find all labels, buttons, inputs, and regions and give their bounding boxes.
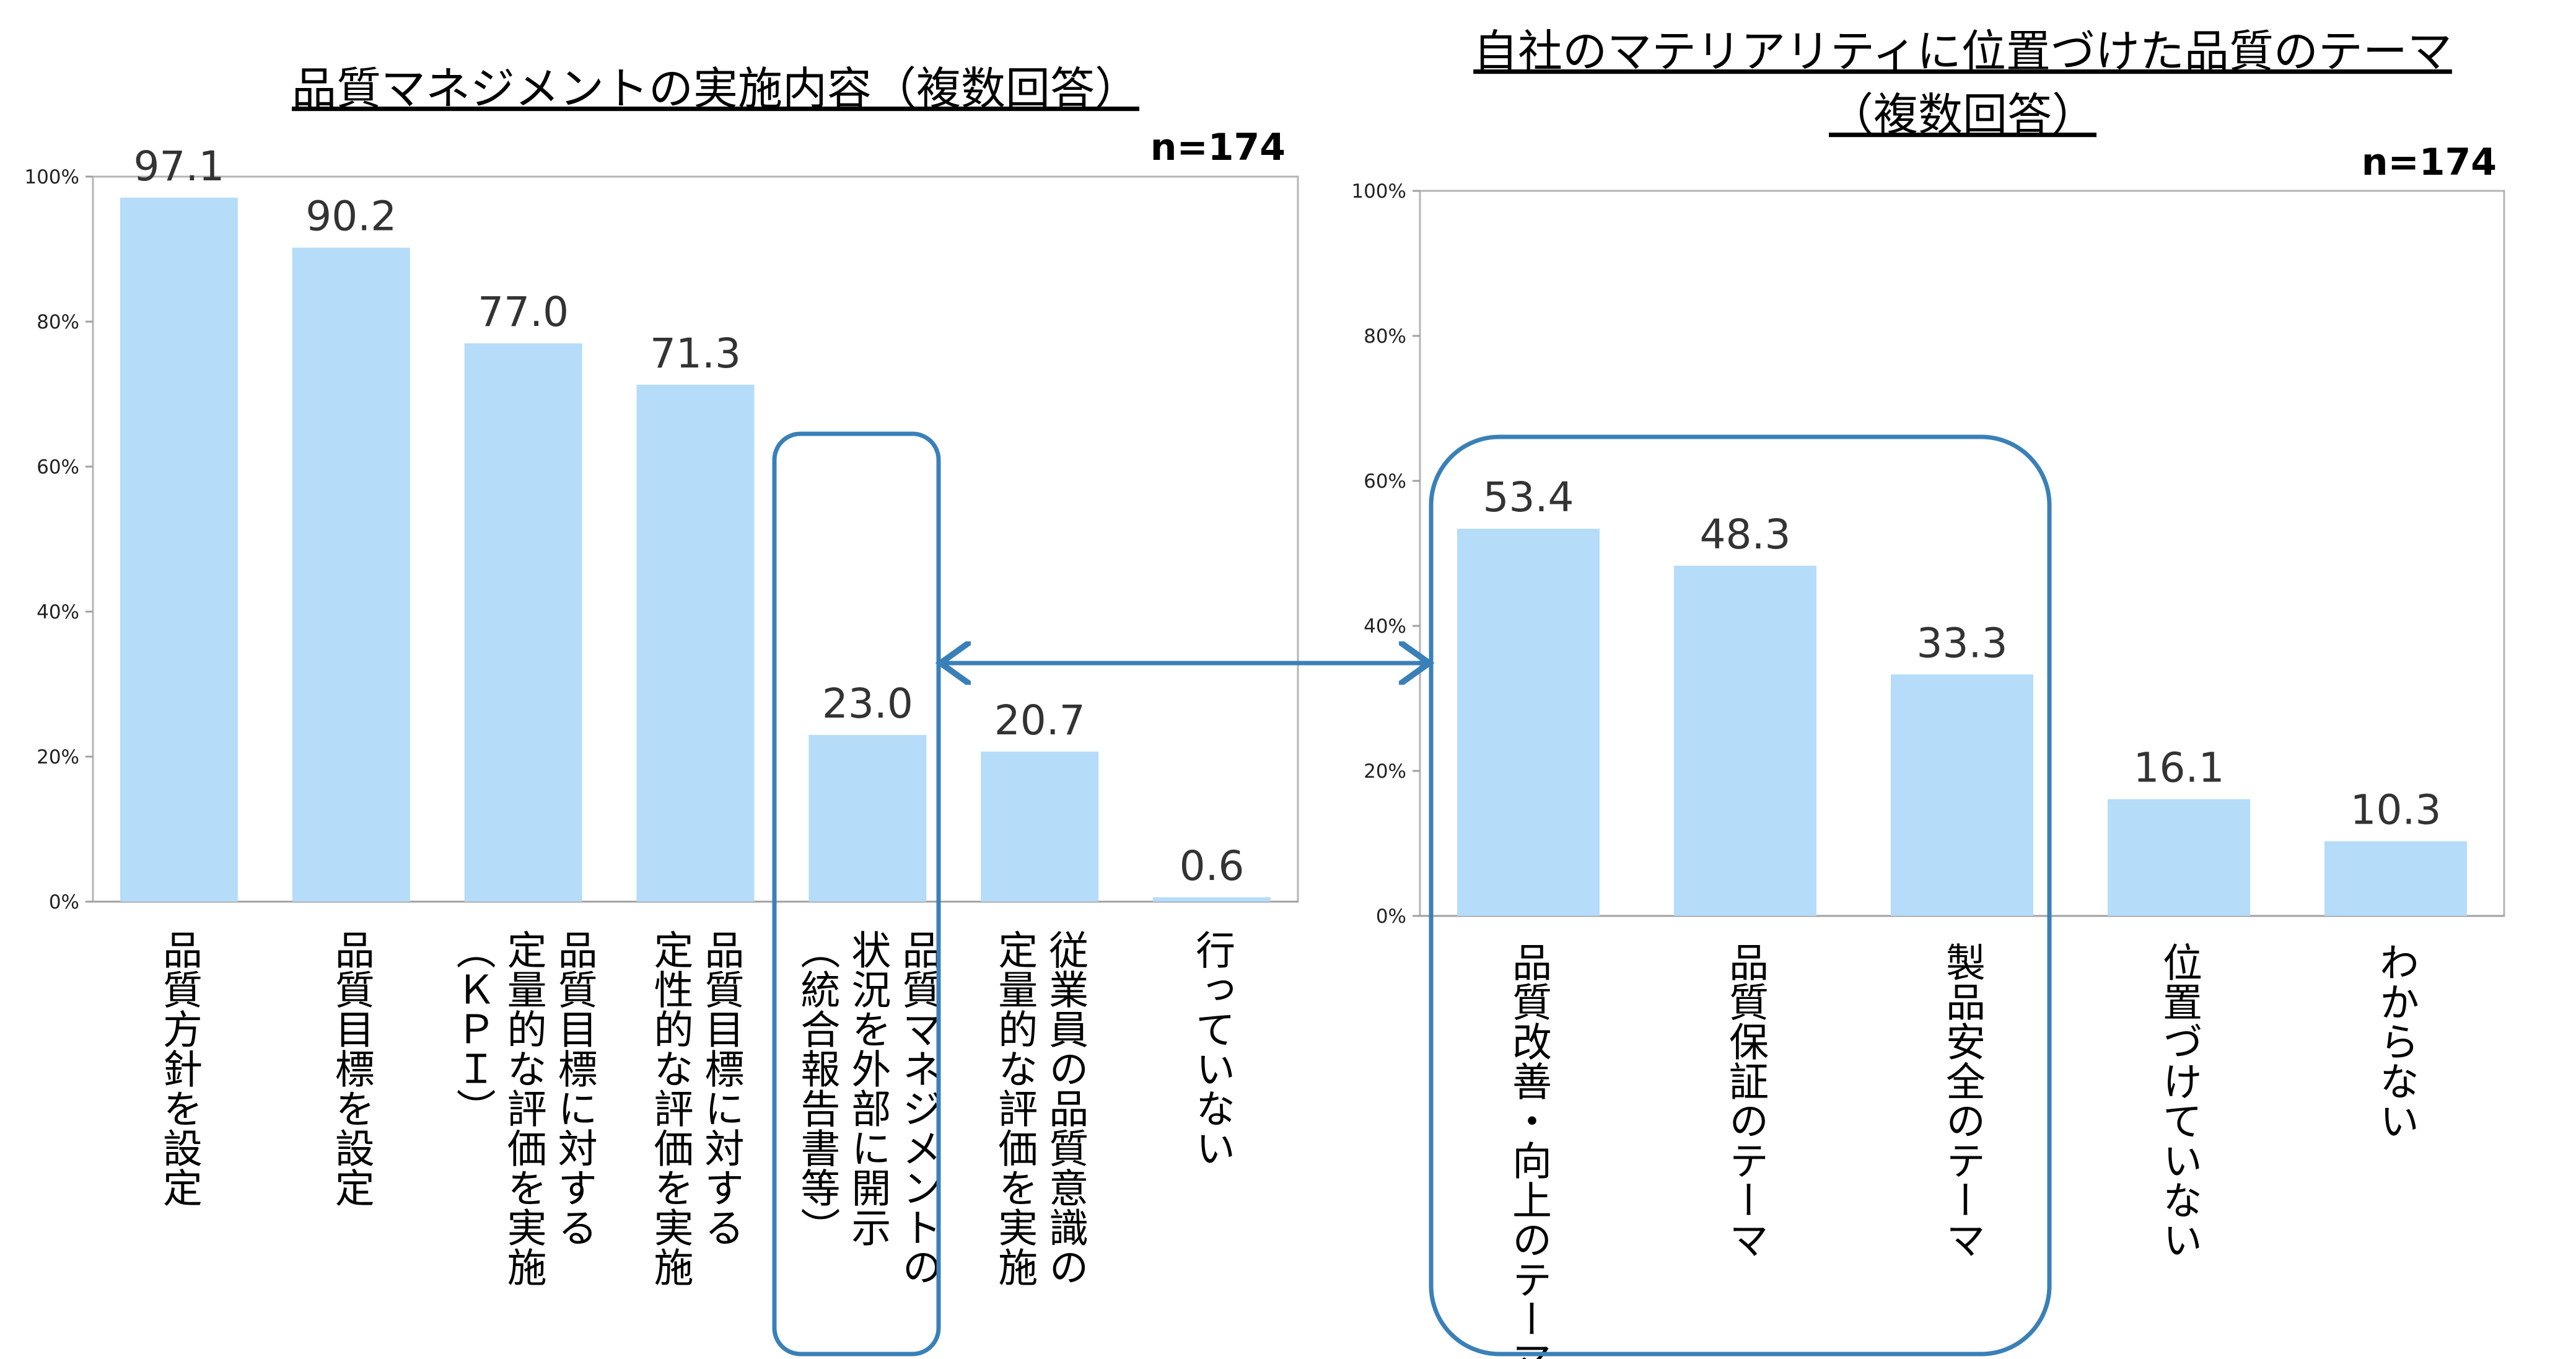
left-bar xyxy=(120,197,238,902)
right-bar-value-label: 16.1 xyxy=(2134,744,2225,792)
right-bar xyxy=(2324,841,2467,916)
left-bar-value-label: 20.7 xyxy=(994,697,1085,744)
left-y-tick-label: 40% xyxy=(37,601,79,623)
right-y-tick-label: 40% xyxy=(1364,615,1406,638)
left-category-label: 状況を外部に開示 xyxy=(844,930,890,1247)
right-chart-title-line1: 自社のマテリアリティに位置づけた品質のテーマ xyxy=(1473,25,2452,77)
right-category-label: 製品安全のテーマ xyxy=(1939,942,1985,1259)
left-y-tick-label: 20% xyxy=(37,746,79,768)
right-bar-value-label: 33.3 xyxy=(1917,619,2008,667)
right-category-label: わからない xyxy=(2373,942,2419,1140)
right-bar xyxy=(2108,799,2250,916)
left-category-label: 行っていない xyxy=(1189,930,1235,1168)
right-y-tick-label: 20% xyxy=(1364,760,1406,783)
left-y-tick-label: 100% xyxy=(24,166,79,188)
left-y-tick-label: 80% xyxy=(37,311,79,333)
left-bar xyxy=(808,734,927,902)
left-bar-value-label: 23.0 xyxy=(822,680,913,728)
left-bar xyxy=(1153,897,1271,902)
right-value-labels: 53.4 48.3 33.3 16.1 10.3 xyxy=(1483,473,2442,833)
right-y-tick-label: 100% xyxy=(1351,180,1406,203)
left-category-label: 従業員の品質意識の xyxy=(1042,930,1088,1286)
right-bar xyxy=(1674,565,1816,916)
left-chart-n-label: n=174 xyxy=(1150,126,1286,169)
left-bar xyxy=(636,384,755,902)
right-chart-n-label: n=174 xyxy=(2362,141,2497,184)
right-category-label: 品質改善・向上のテーマ xyxy=(1505,942,1551,1359)
left-y-tick-label: 60% xyxy=(37,456,79,478)
left-category-label: 定性的な評価を実施 xyxy=(647,930,693,1286)
left-bar xyxy=(292,247,410,902)
left-bar-value-label: 71.3 xyxy=(650,330,741,377)
right-bar xyxy=(1891,674,2033,916)
left-category-label: 品質マネジメントの xyxy=(895,930,941,1286)
right-bar-value-label: 48.3 xyxy=(1700,511,1791,558)
right-bar xyxy=(1457,529,1600,916)
right-y-tick-label: 0% xyxy=(1376,905,1406,928)
right-y-tick-label: 80% xyxy=(1364,325,1406,348)
left-category-label: 定量的な評価を実施 xyxy=(501,930,546,1286)
left-category-label: 品質方針を設定 xyxy=(156,930,202,1207)
left-y-tick-label: 0% xyxy=(49,891,79,913)
left-chart-title: 品質マネジメントの実施内容（複数回答） xyxy=(292,63,1139,115)
right-highlight-box xyxy=(1429,434,2052,1357)
right-bars xyxy=(1457,529,2467,916)
left-category-label: 品質目標を設定 xyxy=(328,930,374,1207)
left-category-label: 品質目標に対する xyxy=(698,930,744,1247)
left-bar xyxy=(464,343,582,902)
right-category-label: 品質保証のテーマ xyxy=(1722,942,1768,1259)
left-category-label: 定量的な評価を実施 xyxy=(991,930,1037,1286)
left-bar-value-label: 97.1 xyxy=(133,143,224,190)
right-chart: 自社のマテリアリティに位置づけた品質のテーマ （複数回答） n=174 0% 20… xyxy=(1351,25,2505,1359)
right-category-labels: 品質改善・向上のテーマ 品質保証のテーマ 製品安全のテーマ 位置づけていない わからない xyxy=(1505,942,2419,1359)
left-bars xyxy=(120,197,1271,902)
left-category-label: （ＫＰＩ） xyxy=(450,930,496,1128)
left-value-labels: 97.1 90.2 77.0 71.3 23.0 20.7 0.6 xyxy=(133,143,1244,890)
right-bar-value-label: 53.4 xyxy=(1483,473,1574,521)
right-bar-value-label: 10.3 xyxy=(2350,786,2442,833)
left-chart: 品質マネジメントの実施内容（複数回答） n=174 0% 20% 40% 60% 80%… xyxy=(24,63,1299,1286)
left-bar-value-label: 0.6 xyxy=(1180,842,1245,890)
right-chart-title-line2: （複数回答） xyxy=(1829,89,2096,141)
left-bar xyxy=(981,751,1099,902)
left-highlight-box xyxy=(772,431,941,1357)
left-category-label: （統合報告書等） xyxy=(794,930,839,1247)
left-category-label: 品質目標に対する xyxy=(551,930,597,1247)
left-bar-value-label: 90.2 xyxy=(305,193,396,240)
left-bar-value-label: 77.0 xyxy=(478,288,569,336)
right-y-tick-label: 60% xyxy=(1364,470,1406,493)
right-category-label: 位置づけていない xyxy=(2156,942,2202,1259)
